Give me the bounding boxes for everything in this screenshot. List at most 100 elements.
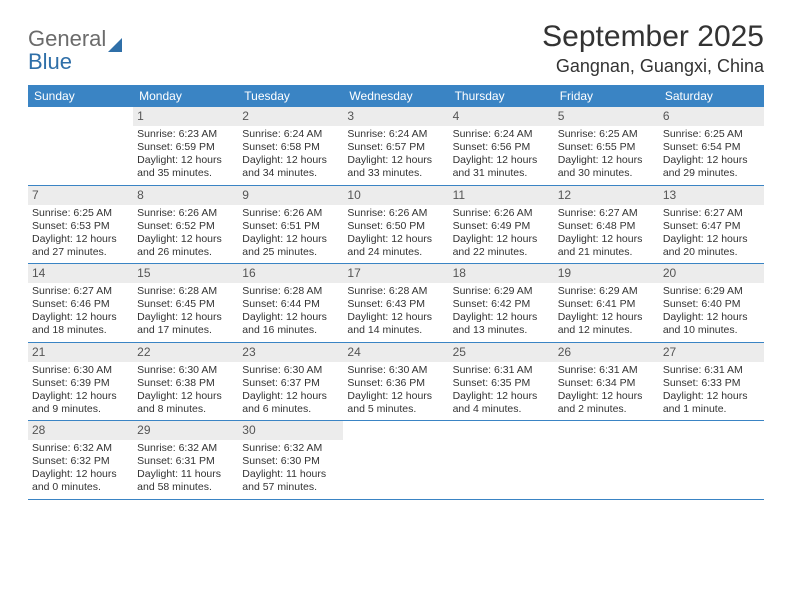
day-of-week-header: Sunday Monday Tuesday Wednesday Thursday…: [28, 85, 764, 107]
daylight-text: Daylight: 12 hours and 27 minutes.: [32, 233, 129, 259]
day-number: 4: [449, 107, 554, 126]
sunset-text: Sunset: 6:54 PM: [663, 141, 760, 154]
sunset-text: Sunset: 6:45 PM: [137, 298, 234, 311]
day-body: Sunrise: 6:30 AMSunset: 6:37 PMDaylight:…: [242, 364, 339, 417]
day-body: Sunrise: 6:30 AMSunset: 6:36 PMDaylight:…: [347, 364, 444, 417]
calendar-day: 28Sunrise: 6:32 AMSunset: 6:32 PMDayligh…: [28, 421, 133, 499]
daylight-text: Daylight: 12 hours and 17 minutes.: [137, 311, 234, 337]
daylight-text: Daylight: 12 hours and 21 minutes.: [558, 233, 655, 259]
sunset-text: Sunset: 6:41 PM: [558, 298, 655, 311]
daylight-text: Daylight: 11 hours and 57 minutes.: [242, 468, 339, 494]
calendar-day: [449, 421, 554, 499]
sunrise-text: Sunrise: 6:29 AM: [453, 285, 550, 298]
calendar-day: 16Sunrise: 6:28 AMSunset: 6:44 PMDayligh…: [238, 264, 343, 342]
sunset-text: Sunset: 6:40 PM: [663, 298, 760, 311]
day-number: 13: [659, 186, 764, 205]
day-body: Sunrise: 6:30 AMSunset: 6:39 PMDaylight:…: [32, 364, 129, 417]
calendar-day: 15Sunrise: 6:28 AMSunset: 6:45 PMDayligh…: [133, 264, 238, 342]
sunset-text: Sunset: 6:38 PM: [137, 377, 234, 390]
day-number: 9: [238, 186, 343, 205]
sunrise-text: Sunrise: 6:31 AM: [453, 364, 550, 377]
sunset-text: Sunset: 6:46 PM: [32, 298, 129, 311]
dow-tuesday: Tuesday: [238, 85, 343, 107]
sunset-text: Sunset: 6:30 PM: [242, 455, 339, 468]
dow-sunday: Sunday: [28, 85, 133, 107]
day-number: 12: [554, 186, 659, 205]
sunrise-text: Sunrise: 6:26 AM: [137, 207, 234, 220]
sunset-text: Sunset: 6:36 PM: [347, 377, 444, 390]
daylight-text: Daylight: 12 hours and 29 minutes.: [663, 154, 760, 180]
sunrise-text: Sunrise: 6:32 AM: [242, 442, 339, 455]
daylight-text: Daylight: 12 hours and 30 minutes.: [558, 154, 655, 180]
sunrise-text: Sunrise: 6:30 AM: [242, 364, 339, 377]
calendar-week: 1Sunrise: 6:23 AMSunset: 6:59 PMDaylight…: [28, 107, 764, 186]
sunrise-text: Sunrise: 6:31 AM: [663, 364, 760, 377]
day-body: Sunrise: 6:25 AMSunset: 6:55 PMDaylight:…: [558, 128, 655, 181]
day-body: Sunrise: 6:26 AMSunset: 6:50 PMDaylight:…: [347, 207, 444, 260]
sunset-text: Sunset: 6:55 PM: [558, 141, 655, 154]
calendar-day: 5Sunrise: 6:25 AMSunset: 6:55 PMDaylight…: [554, 107, 659, 185]
sunrise-text: Sunrise: 6:23 AM: [137, 128, 234, 141]
calendar-day: 12 Sunrise: 6:27 AMSunset: 6:48 PMDayligh…: [554, 186, 659, 264]
day-number: 23: [238, 343, 343, 362]
calendar-day: 10Sunrise: 6:26 AMSunset: 6:50 PMDayligh…: [343, 186, 448, 264]
sunset-text: Sunset: 6:59 PM: [137, 141, 234, 154]
calendar-day: 20Sunrise: 6:29 AMSunset: 6:40 PMDayligh…: [659, 264, 764, 342]
day-number: 14: [28, 264, 133, 283]
brand-word-2: Blue: [28, 49, 72, 74]
daylight-text: Daylight: 12 hours and 20 minutes.: [663, 233, 760, 259]
day-body: Sunrise: 6:26 AMSunset: 6:51 PMDaylight:…: [242, 207, 339, 260]
daylight-text: Daylight: 12 hours and 14 minutes.: [347, 311, 444, 337]
day-body: Sunrise: 6:29 AMSunset: 6:42 PMDaylight:…: [453, 285, 550, 338]
daylight-text: Daylight: 12 hours and 13 minutes.: [453, 311, 550, 337]
daylight-text: Daylight: 12 hours and 12 minutes.: [558, 311, 655, 337]
title-location: Gangnan, Guangxi, China: [542, 56, 764, 77]
calendar-day: 18Sunrise: 6:29 AMSunset: 6:42 PMDayligh…: [449, 264, 554, 342]
sunrise-text: Sunrise: 6:25 AM: [558, 128, 655, 141]
day-number: 25: [449, 343, 554, 362]
day-body: Sunrise: 6:32 AMSunset: 6:30 PMDaylight:…: [242, 442, 339, 495]
brand-text: General Blue: [28, 28, 106, 74]
sunrise-text: Sunrise: 6:25 AM: [32, 207, 129, 220]
day-number: 21: [28, 343, 133, 362]
calendar-day: 26Sunrise: 6:31 AMSunset: 6:34 PMDayligh…: [554, 343, 659, 421]
day-number: 22: [133, 343, 238, 362]
day-body: Sunrise: 6:26 AMSunset: 6:52 PMDaylight:…: [137, 207, 234, 260]
title-month: September 2025: [542, 20, 764, 54]
calendar-day: [659, 421, 764, 499]
sunset-text: Sunset: 6:32 PM: [32, 455, 129, 468]
calendar-week: 7Sunrise: 6:25 AMSunset: 6:53 PMDaylight…: [28, 186, 764, 265]
sunrise-text: Sunrise: 6:26 AM: [242, 207, 339, 220]
sunrise-text: Sunrise: 6:27 AM: [32, 285, 129, 298]
daylight-text: Daylight: 12 hours and 8 minutes.: [137, 390, 234, 416]
calendar-day: 17Sunrise: 6:28 AMSunset: 6:43 PMDayligh…: [343, 264, 448, 342]
day-number: 30: [238, 421, 343, 440]
calendar-day: 2Sunrise: 6:24 AMSunset: 6:58 PMDaylight…: [238, 107, 343, 185]
calendar-day: 24Sunrise: 6:30 AMSunset: 6:36 PMDayligh…: [343, 343, 448, 421]
calendar-day: 3Sunrise: 6:24 AMSunset: 6:57 PMDaylight…: [343, 107, 448, 185]
day-body: Sunrise: 6:25 AMSunset: 6:53 PMDaylight:…: [32, 207, 129, 260]
calendar-day: 22Sunrise: 6:30 AMSunset: 6:38 PMDayligh…: [133, 343, 238, 421]
daylight-text: Daylight: 12 hours and 33 minutes.: [347, 154, 444, 180]
brand-triangle-icon: [108, 38, 122, 52]
day-number: 26: [554, 343, 659, 362]
calendar-day: [343, 421, 448, 499]
sunset-text: Sunset: 6:50 PM: [347, 220, 444, 233]
daylight-text: Daylight: 12 hours and 10 minutes.: [663, 311, 760, 337]
day-body: Sunrise: 6:27 AMSunset: 6:48 PMDaylight:…: [558, 207, 655, 260]
day-body: Sunrise: 6:26 AMSunset: 6:49 PMDaylight:…: [453, 207, 550, 260]
daylight-text: Daylight: 12 hours and 25 minutes.: [242, 233, 339, 259]
calendar: Sunday Monday Tuesday Wednesday Thursday…: [28, 85, 764, 500]
page: General Blue September 2025 Gangnan, Gua…: [0, 0, 792, 516]
day-number: 27: [659, 343, 764, 362]
daylight-text: Daylight: 12 hours and 4 minutes.: [453, 390, 550, 416]
daylight-text: Daylight: 12 hours and 16 minutes.: [242, 311, 339, 337]
calendar-day: 19Sunrise: 6:29 AMSunset: 6:41 PMDayligh…: [554, 264, 659, 342]
dow-monday: Monday: [133, 85, 238, 107]
sunset-text: Sunset: 6:43 PM: [347, 298, 444, 311]
day-body: Sunrise: 6:29 AMSunset: 6:40 PMDaylight:…: [663, 285, 760, 338]
calendar-week: 21 Sunrise: 6:30 AMSunset: 6:39 PMDayligh…: [28, 343, 764, 422]
sunrise-text: Sunrise: 6:26 AM: [453, 207, 550, 220]
daylight-text: Daylight: 12 hours and 18 minutes.: [32, 311, 129, 337]
sunrise-text: Sunrise: 6:27 AM: [558, 207, 655, 220]
